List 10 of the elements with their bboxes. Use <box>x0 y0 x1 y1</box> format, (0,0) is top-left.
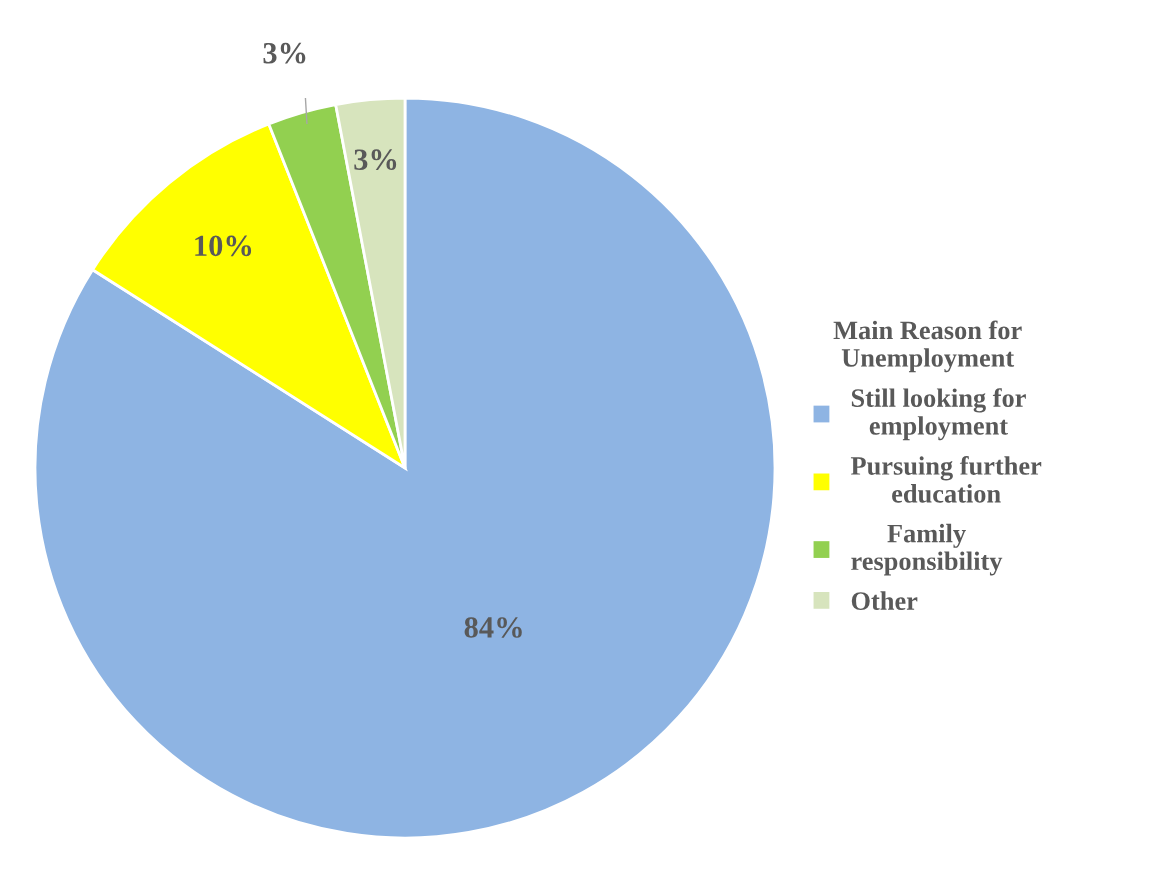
data-label: 3% <box>263 42 306 64</box>
legend-label: Still looking for employment <box>851 388 1026 441</box>
data-label: 3% <box>354 149 397 171</box>
legend-label: Other <box>851 591 918 610</box>
pie-slice <box>33 96 777 840</box>
legend-label: Pursuing further education <box>850 456 1042 503</box>
legend-label: Family responsibility <box>851 523 1003 576</box>
data-label: 84% <box>464 617 522 638</box>
data-label: 10% <box>195 235 252 257</box>
legend-title: Main Reason for Unemployment <box>833 320 1022 373</box>
